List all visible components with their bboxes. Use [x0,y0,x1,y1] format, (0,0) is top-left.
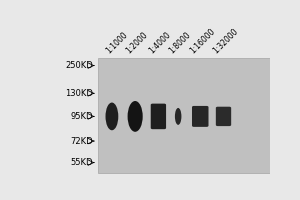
Ellipse shape [175,108,181,125]
Text: 55KD: 55KD [71,158,93,167]
Text: 95KD: 95KD [71,112,93,121]
Text: 1:16000: 1:16000 [188,27,217,56]
Text: 1:2000: 1:2000 [125,30,150,56]
FancyBboxPatch shape [151,104,166,129]
Ellipse shape [128,101,143,132]
Text: 1:1000: 1:1000 [104,30,129,56]
Text: 1:32000: 1:32000 [212,27,240,56]
FancyBboxPatch shape [216,107,231,126]
Bar [98,58,270,173]
Text: 250KD: 250KD [65,61,93,70]
Text: 72KD: 72KD [71,137,93,146]
Text: 1:8000: 1:8000 [168,30,193,56]
Text: 1:4000: 1:4000 [147,30,172,56]
Text: 130KD: 130KD [65,89,93,98]
FancyBboxPatch shape [192,106,208,127]
Ellipse shape [106,103,118,130]
